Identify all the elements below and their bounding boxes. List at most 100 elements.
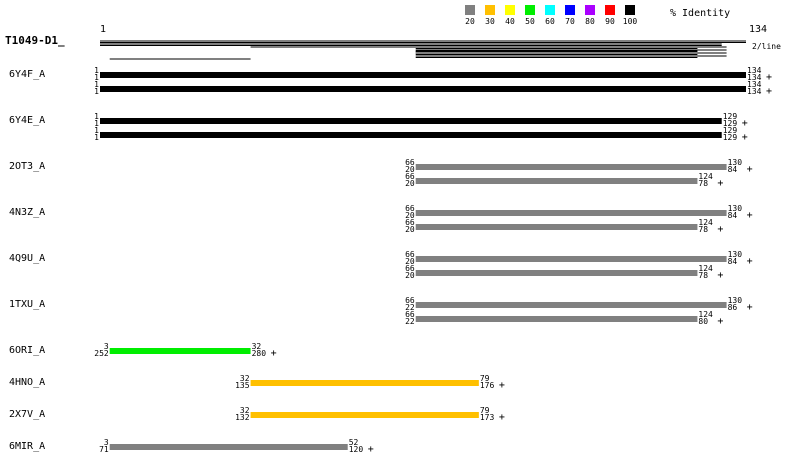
query-start: 1 [94,80,99,89]
subject-start: 135 [235,381,250,390]
query-end: 124 [698,172,713,181]
legend-label-40: 40 [505,17,515,26]
alignment-bar[interactable] [100,132,722,138]
subject-end: 176 [480,381,495,390]
alignment-bar[interactable] [100,86,746,92]
subject-start: 1 [94,119,99,128]
legend-label-50: 50 [525,17,535,26]
alignment-bar[interactable] [415,270,698,276]
alignment-bar[interactable] [250,412,479,418]
subject-end: 84 [728,211,738,220]
subject-start: 22 [405,317,415,326]
hit-name[interactable]: 4N3Z_A [9,207,45,218]
expand-plus[interactable]: + [742,132,748,143]
alignment-bar[interactable] [100,72,746,78]
hit-name[interactable]: 2X7V_A [9,409,45,420]
legend-swatch-90 [605,5,615,15]
query-start: 66 [405,296,415,305]
query-end: 130 [728,296,743,305]
legend-label-90: 90 [605,17,615,26]
legend-swatch-30 [485,5,495,15]
expand-plus[interactable]: + [717,316,723,327]
alignment-bar[interactable] [109,348,251,354]
legend-swatch-50 [525,5,535,15]
alignment-bar[interactable] [250,380,479,386]
subject-start: 20 [405,211,415,220]
subject-end: 134 [747,73,762,82]
expand-plus[interactable]: + [499,380,505,391]
subject-start: 1 [94,73,99,82]
subject-end: 78 [698,179,708,188]
alignment-bar[interactable] [415,210,727,216]
subject-start: 20 [405,165,415,174]
subject-start: 1 [94,133,99,142]
query-end: 79 [480,374,490,383]
expand-plus[interactable]: + [271,348,277,359]
hit-name[interactable]: 6ORI_A [9,345,45,356]
query-end: 130 [728,158,743,167]
hit-name[interactable]: 4HNO_A [9,377,45,388]
hit-name[interactable]: 6Y4E_A [9,115,45,126]
subject-end: 86 [728,303,738,312]
query-start: 1 [94,112,99,121]
query-start: 3 [104,342,109,351]
alignment-bar[interactable] [109,444,348,450]
legend-title: % Identity [670,8,730,19]
hit-name[interactable]: 6Y4F_A [9,69,45,80]
alignment-bar[interactable] [415,164,727,170]
legend-label-60: 60 [545,17,555,26]
hit-name[interactable]: 1TXU_A [9,299,45,310]
legend-label-30: 30 [485,17,495,26]
query-end: 79 [480,406,490,415]
legend-label-70: 70 [565,17,575,26]
query-start: 66 [405,158,415,167]
query-name: T1049-D1_ [5,34,65,47]
alignment-bar[interactable] [415,302,727,308]
legend-swatch-70 [565,5,575,15]
expand-plus[interactable]: + [499,412,505,423]
expand-plus[interactable]: + [766,86,772,97]
expand-plus[interactable]: + [717,178,723,189]
expand-plus[interactable]: + [742,118,748,129]
hit-name[interactable]: 6MIR_A [9,441,45,452]
legend-swatch-80 [585,5,595,15]
subject-end: 129 [723,119,738,128]
query-end: 129 [723,126,738,135]
alignment-bar[interactable] [415,224,698,230]
query-start: 1 [94,126,99,135]
expand-plus[interactable]: + [368,444,374,455]
query-start: 66 [405,218,415,227]
subject-end: 173 [480,413,495,422]
expand-plus[interactable]: + [766,72,772,83]
alignment-bar[interactable] [415,256,727,262]
hit-name[interactable]: 2OT3_A [9,161,45,172]
subject-start: 252 [94,349,109,358]
expand-plus[interactable]: + [747,302,753,313]
subject-start: 20 [405,257,415,266]
subject-end: 120 [349,445,364,454]
legend-swatch-100 [625,5,635,15]
alignment-bar[interactable] [100,118,722,124]
expand-plus[interactable]: + [747,164,753,175]
query-end: 134 [747,66,762,75]
expand-plus[interactable]: + [747,210,753,221]
alignment-bar[interactable] [415,316,698,322]
hit-name[interactable]: 4Q9U_A [9,253,45,264]
expand-plus[interactable]: + [717,270,723,281]
subject-start: 1 [94,87,99,96]
query-start: 66 [405,264,415,273]
alignment-bar[interactable] [415,178,698,184]
query-start: 66 [405,250,415,259]
expand-plus[interactable]: + [747,256,753,267]
expand-plus[interactable]: + [717,224,723,235]
